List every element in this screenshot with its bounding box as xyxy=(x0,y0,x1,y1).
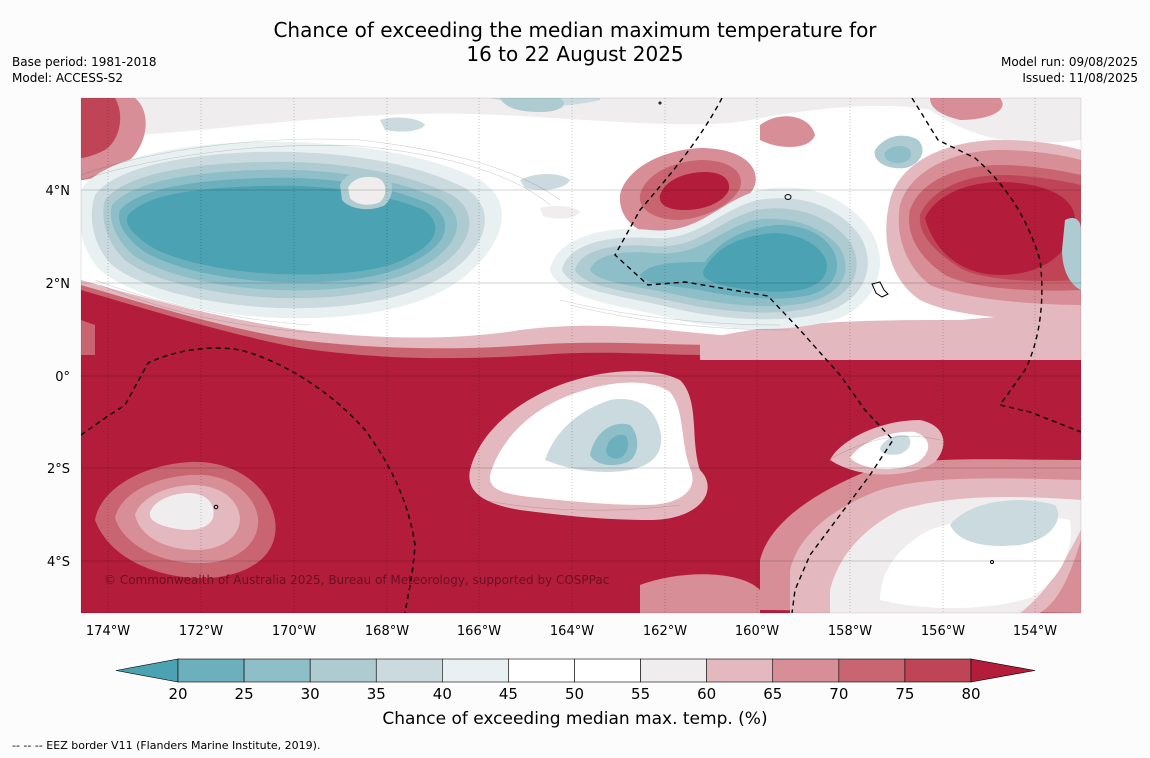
model-run: Model run: 09/08/2025 xyxy=(1000,55,1138,69)
base-period: Base period: 1981-2018 xyxy=(12,55,157,69)
lon-label: 158°W xyxy=(828,624,872,639)
colorbar: 20 25 30 35 40 45 50 55 60 65 70 75 80 xyxy=(115,658,1036,703)
colorbar-swatch xyxy=(904,658,972,683)
longitude-gridlines xyxy=(107,98,1036,613)
colorbar-swatch xyxy=(309,658,377,683)
title-line-2: 16 to 22 August 2025 xyxy=(466,42,684,66)
colorbar-swatch xyxy=(706,658,774,683)
map-frame xyxy=(80,97,1082,614)
colorbar-tick-label: 30 xyxy=(301,685,320,703)
map-field xyxy=(81,98,1081,613)
colorbar-tick-label: 45 xyxy=(499,685,518,703)
colorbar-tick-label: 60 xyxy=(697,685,716,703)
colorbar-tick-label: 70 xyxy=(829,685,848,703)
lon-label: 168°W xyxy=(365,624,409,639)
colorbar-tick-label: 65 xyxy=(763,685,782,703)
region-top-mid-warm xyxy=(760,116,815,147)
model-name: Model: ACCESS-S2 xyxy=(12,71,124,85)
lon-label: 172°W xyxy=(179,624,223,639)
latitude-labels: 4°N 2°N 0° 2°S 4°S xyxy=(46,184,71,570)
colorbar-tick-label: 80 xyxy=(961,685,980,703)
lat-label: 0° xyxy=(55,370,70,385)
lat-label: 4°S xyxy=(47,555,70,570)
colorbar-swatch xyxy=(442,658,509,683)
meta-right: Model run: 09/08/2025 Issued: 11/08/2025 xyxy=(1001,54,1138,86)
issued-date: Issued: 11/08/2025 xyxy=(1022,71,1138,85)
colorbar-swatch xyxy=(640,658,707,683)
eez-borders xyxy=(81,98,1081,613)
colorbar-tick-label: 40 xyxy=(433,685,452,703)
lon-label: 156°W xyxy=(921,624,965,639)
lon-label: 170°W xyxy=(272,624,316,639)
colorbar-tick-label: 35 xyxy=(367,685,386,703)
colorbar-swatch xyxy=(838,658,906,683)
colorbar-tick-label: 25 xyxy=(235,685,254,703)
lat-label: 2°S xyxy=(47,462,70,477)
lat-label: 2°N xyxy=(46,277,71,292)
colorbar-swatch xyxy=(574,658,641,683)
longitude-labels: 174°W 172°W 170°W 168°W 166°W 164°W 162°… xyxy=(86,624,1057,639)
lon-label: 174°W xyxy=(86,624,130,639)
colorbar-tick-label: 75 xyxy=(895,685,914,703)
region-top-grey xyxy=(81,98,1081,143)
lon-label: 164°W xyxy=(550,624,594,639)
colorbar-swatch xyxy=(375,658,443,683)
region-right-pink xyxy=(700,310,1081,360)
colorbar-high-extend xyxy=(970,658,1036,683)
colorbar-swatch xyxy=(177,658,245,683)
colorbar-swatch xyxy=(508,658,575,683)
title-line-1: Chance of exceeding the median maximum t… xyxy=(273,18,877,42)
contour-lines xyxy=(81,138,941,511)
lon-label: 160°W xyxy=(735,624,779,639)
colorbar-tick-label: 50 xyxy=(565,685,584,703)
islands xyxy=(213,101,994,564)
colorbar-tick-label: 20 xyxy=(168,685,187,703)
colorbar-label: Chance of exceeding median max. temp. (%… xyxy=(382,709,768,729)
lon-label: 162°W xyxy=(643,624,687,639)
latitude-gridlines xyxy=(81,189,1081,562)
colorbar-swatch xyxy=(772,658,840,683)
lat-label: 4°N xyxy=(46,184,71,199)
copyright-notice: © Commonwealth of Australia 2025, Bureau… xyxy=(104,573,609,587)
colorbar-swatch xyxy=(243,658,311,683)
meta-left: Base period: 1981-2018 Model: ACCESS-S2 xyxy=(12,54,157,86)
lon-label: 166°W xyxy=(457,624,501,639)
lon-label: 154°W xyxy=(1013,624,1057,639)
colorbar-low-extend xyxy=(115,658,179,683)
colorbar-tick-label: 55 xyxy=(631,685,650,703)
eez-footnote: -- -- -- EEZ border V11 (Flanders Marine… xyxy=(12,739,321,752)
map-title: Chance of exceeding the median maximum t… xyxy=(0,18,1150,66)
